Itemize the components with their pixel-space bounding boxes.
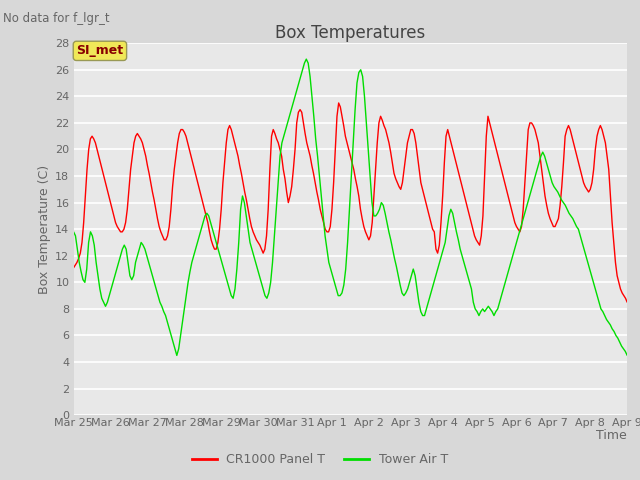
Text: No data for f_lgr_t: No data for f_lgr_t [3,12,110,25]
Title: Box Temperatures: Box Temperatures [275,24,426,42]
Y-axis label: Box Temperature (C): Box Temperature (C) [38,165,51,294]
Text: SI_met: SI_met [76,44,124,58]
X-axis label: Time: Time [596,430,627,443]
Legend: CR1000 Panel T, Tower Air T: CR1000 Panel T, Tower Air T [186,448,454,471]
